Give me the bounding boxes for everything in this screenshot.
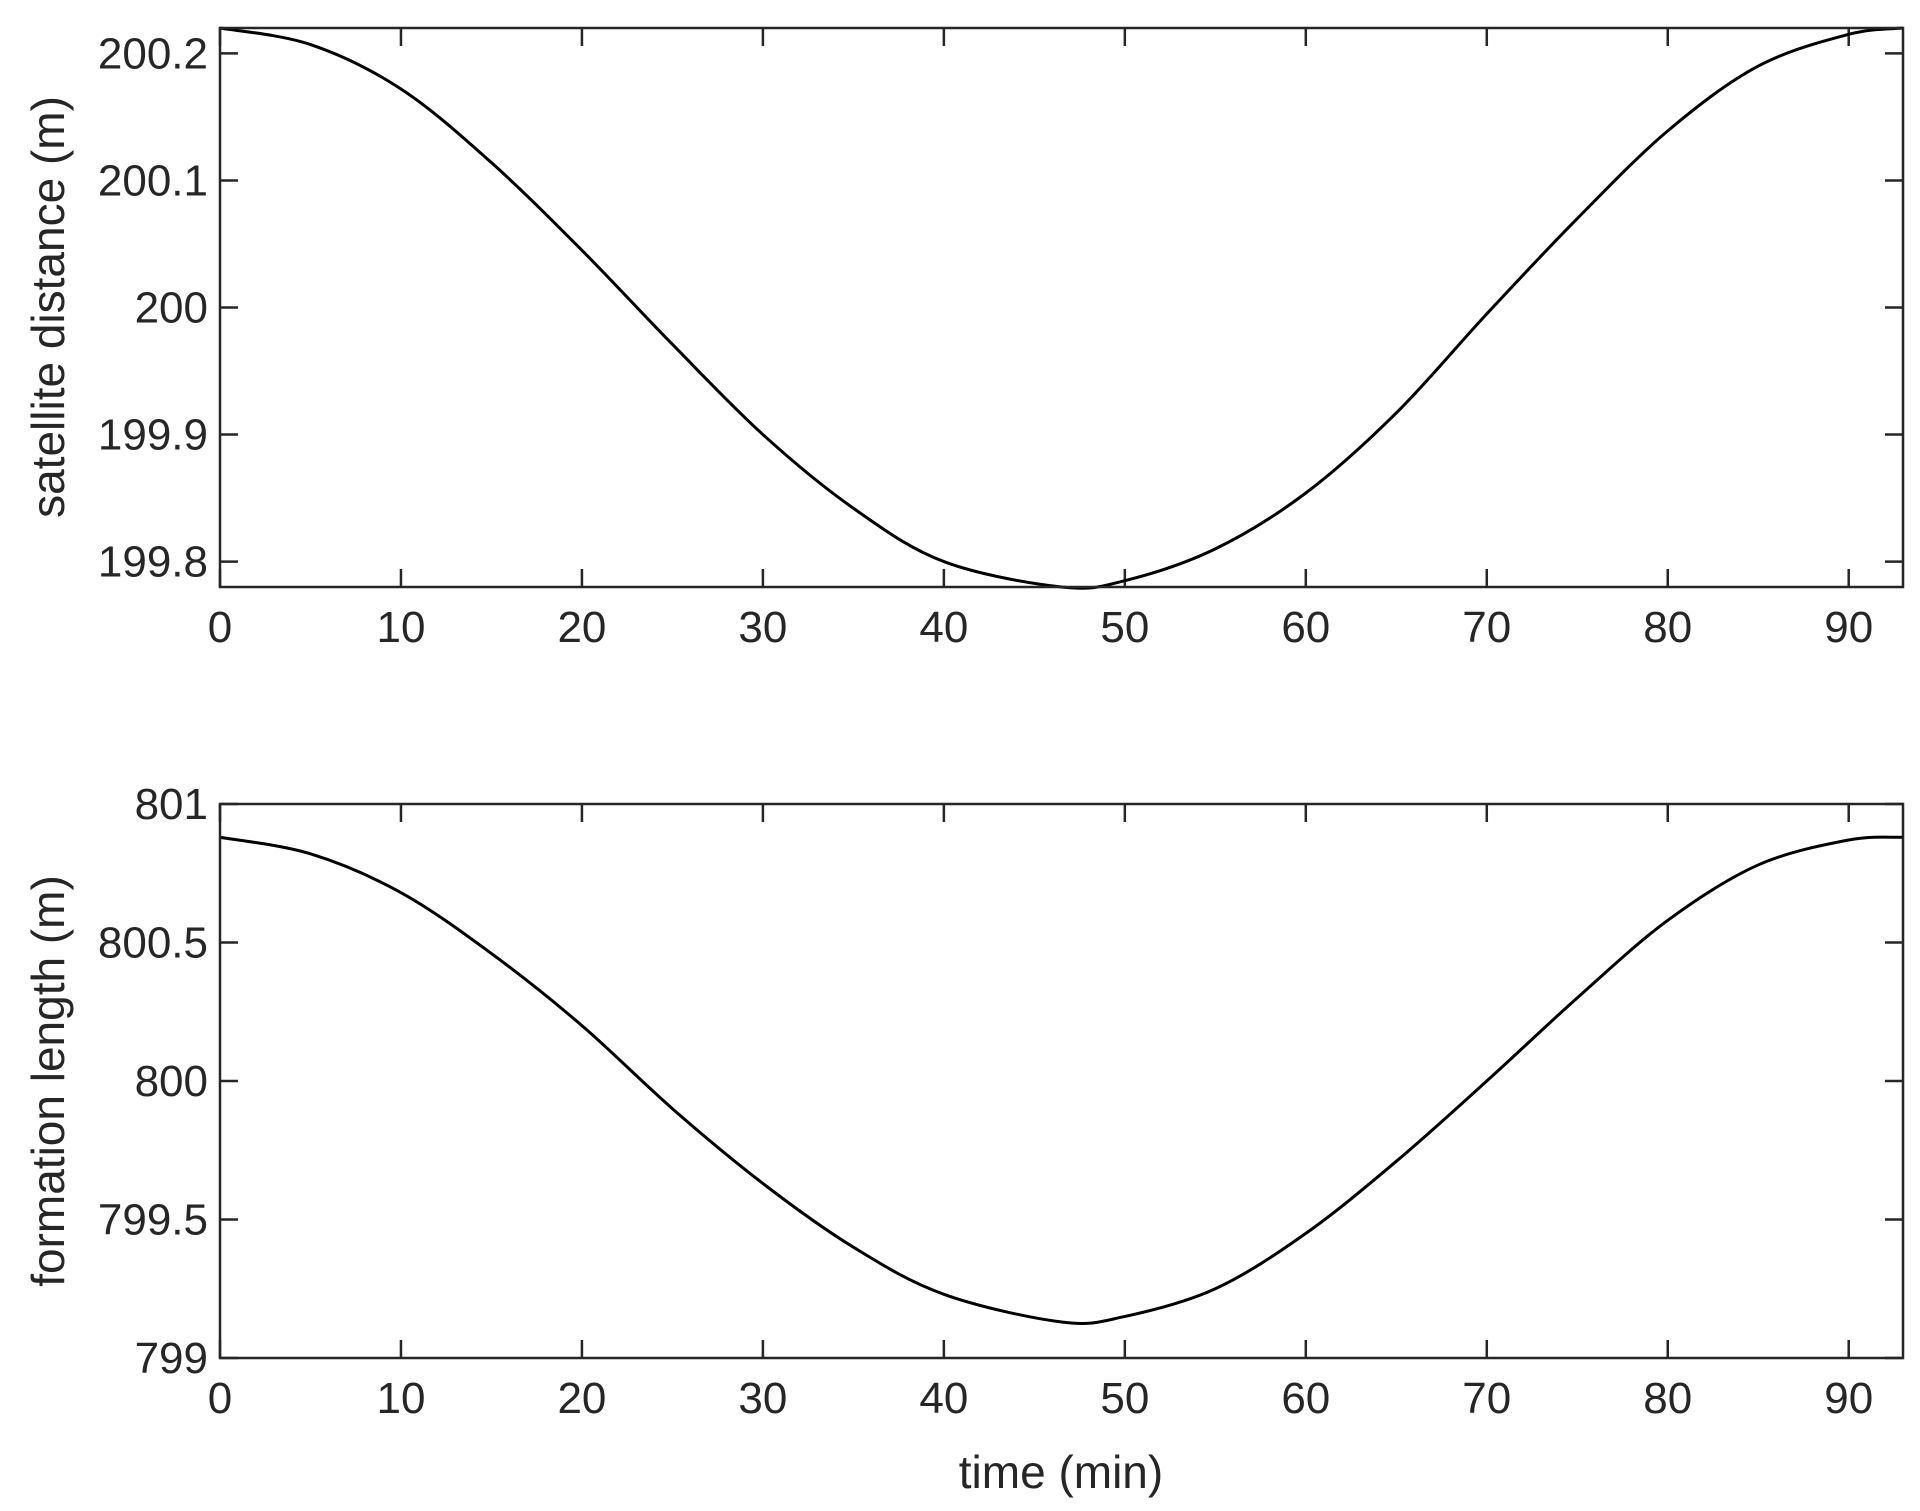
panel-2-x-tick-label: 80 [1643,1374,1692,1423]
panel-1-y-ticks: 199.8 199.9 200 200.1 200.2 [98,29,1903,587]
panel-1-x-tick-label: 30 [738,603,787,652]
panel-1-x-tick-label: 60 [1281,603,1330,652]
panel-2-y-axis-label: formation length (m) [22,875,74,1287]
panel-2-axes-box [218,802,1905,1360]
panel-1-x-tick-label: 40 [919,603,968,652]
panel-2-x-tick-label: 50 [1100,1374,1149,1423]
panel-1-y-axis-label: satellite distance (m) [22,96,74,518]
panel-2-x-tick-label: 0 [208,1374,232,1423]
panel-1-y-tick-label: 200.1 [98,156,208,205]
panel-2-x-tick-label: 10 [376,1374,425,1423]
panel-2-x-axis-label: time (min) [959,1446,1163,1498]
panel-1-y-tick-label: 200.2 [98,29,208,78]
panel-2-y-tick-label: 801 [135,780,208,829]
panel-1-series-line [219,26,1904,590]
panel-satellite-distance: 0 10 20 30 40 50 60 70 80 90 199.8 199.9 200 200.1 20… [22,26,1905,652]
panel-1-x-tick-label: 90 [1824,603,1873,652]
panel-2-series-line [219,835,1904,1325]
panel-1-axes-box [218,26,1905,589]
panel-1-y-tick-label: 199.9 [98,411,208,460]
panel-2-x-tick-label: 70 [1462,1374,1511,1423]
panel-1-y-tick-label: 199.8 [98,538,208,587]
panel-2-x-tick-label: 60 [1281,1374,1330,1423]
panel-2-x-tick-label: 90 [1824,1374,1873,1423]
panel-2-y-tick-label: 800 [135,1057,208,1106]
panel-1-x-ticks: 0 10 20 30 40 50 60 70 80 90 [208,28,1873,652]
panel-2-x-tick-label: 40 [919,1374,968,1423]
panel-2-x-ticks: 0 10 20 30 40 50 60 70 80 90 [208,804,1873,1423]
panel-2-y-ticks: 799 799.5 800 800.5 801 [98,780,1903,1383]
panel-formation-length: 0 10 20 30 40 50 60 70 80 90 799799.5800800.5801 … [22,780,1905,1498]
panel-1-x-tick-label: 50 [1100,603,1149,652]
panel-1-x-tick-label: 70 [1462,603,1511,652]
panel-1-x-tick-label: 80 [1643,603,1692,652]
panel-2-y-tick-label: 800.5 [98,919,208,968]
panel-2-y-tick-label: 799.5 [98,1196,208,1245]
panel-1-y-tick-label: 200 [135,284,208,333]
panel-1-x-tick-label: 20 [557,603,606,652]
panel-1-x-tick-label: 10 [376,603,425,652]
panel-2-x-tick-label: 30 [738,1374,787,1423]
panel-2-x-tick-label: 20 [557,1374,606,1423]
panel-1-x-tick-label: 0 [208,603,232,652]
panel-2-y-tick-label: 799 [135,1334,208,1383]
